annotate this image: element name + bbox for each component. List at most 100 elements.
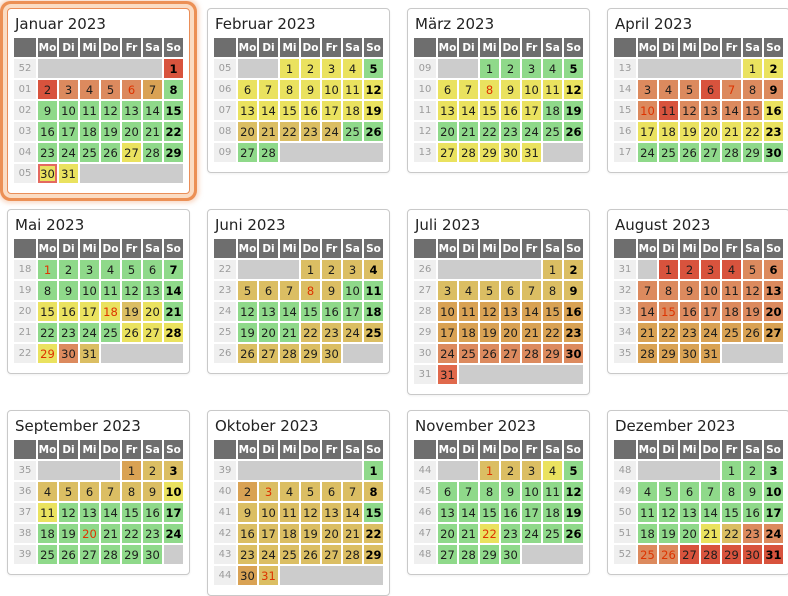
day-cell[interactable]: 21 (259, 122, 278, 141)
day-cell[interactable]: 5 (59, 482, 78, 501)
day-cell[interactable]: 3 (259, 482, 278, 501)
day-cell[interactable]: 17 (438, 323, 457, 342)
day-cell[interactable]: 19 (238, 323, 257, 342)
day-cell[interactable]: 28 (280, 344, 299, 363)
day-cell[interactable]: 17 (701, 302, 720, 321)
day-cell[interactable]: 28 (459, 545, 478, 564)
day-cell[interactable]: 16 (501, 503, 520, 522)
day-cell[interactable]: 12 (301, 503, 320, 522)
day-cell[interactable]: 16 (743, 503, 762, 522)
day-cell[interactable]: 11 (343, 80, 362, 99)
day-cell[interactable]: 28 (638, 344, 657, 363)
day-cell[interactable]: 18 (343, 101, 362, 120)
day-cell[interactable]: 19 (743, 302, 762, 321)
day-cell[interactable]: 3 (764, 461, 783, 480)
day-cell[interactable]: 10 (322, 80, 341, 99)
day-cell[interactable]: 22 (301, 323, 320, 342)
day-cell[interactable]: 26 (364, 122, 383, 141)
day-cell[interactable]: 17 (80, 302, 99, 321)
day-cell[interactable]: 3 (701, 260, 720, 279)
day-cell[interactable]: 23 (764, 122, 783, 141)
day-cell[interactable]: 4 (364, 260, 383, 279)
day-cell[interactable]: 27 (80, 545, 99, 564)
day-cell[interactable]: 24 (764, 524, 783, 543)
day-cell[interactable]: 12 (743, 281, 762, 300)
day-cell[interactable]: 29 (543, 344, 562, 363)
day-cell[interactable]: 25 (543, 524, 562, 543)
day-cell[interactable]: 1 (38, 260, 57, 279)
day-cell[interactable]: 3 (59, 80, 78, 99)
day-cell[interactable]: 23 (501, 122, 520, 141)
day-cell[interactable]: 6 (438, 482, 457, 501)
day-cell[interactable]: 5 (480, 281, 499, 300)
day-cell[interactable]: 28 (701, 545, 720, 564)
day-cell[interactable]: 19 (364, 101, 383, 120)
day-cell[interactable]: 29 (301, 344, 320, 363)
day-cell[interactable]: 23 (38, 143, 57, 162)
day-cell[interactable]: 14 (259, 101, 278, 120)
day-cell[interactable]: 3 (522, 59, 541, 78)
day-cell[interactable]: 6 (238, 80, 257, 99)
day-cell[interactable]: 8 (164, 80, 183, 99)
day-cell[interactable]: 7 (101, 482, 120, 501)
day-cell[interactable]: 10 (522, 80, 541, 99)
day-cell[interactable]: 30 (680, 344, 699, 363)
day-cell[interactable]: 12 (680, 101, 699, 120)
day-cell[interactable]: 24 (343, 323, 362, 342)
day-cell[interactable]: 8 (743, 80, 762, 99)
day-cell[interactable]: 27 (122, 143, 141, 162)
day-cell[interactable]: 19 (301, 524, 320, 543)
day-cell[interactable]: 29 (480, 143, 499, 162)
day-cell[interactable]: 21 (164, 302, 183, 321)
day-cell[interactable]: 2 (143, 461, 162, 480)
day-cell[interactable]: 19 (59, 524, 78, 543)
day-cell[interactable]: 26 (122, 323, 141, 342)
day-cell[interactable]: 28 (101, 545, 120, 564)
day-cell[interactable]: 31 (259, 566, 278, 585)
day-cell[interactable]: 20 (680, 524, 699, 543)
day-cell[interactable]: 15 (480, 101, 499, 120)
day-cell[interactable]: 13 (701, 101, 720, 120)
day-cell[interactable]: 3 (164, 461, 183, 480)
day-cell[interactable]: 23 (564, 323, 583, 342)
day-cell[interactable]: 15 (480, 503, 499, 522)
day-cell[interactable]: 21 (522, 323, 541, 342)
day-cell[interactable]: 16 (38, 122, 57, 141)
day-cell[interactable]: 21 (343, 524, 362, 543)
day-cell[interactable]: 2 (322, 260, 341, 279)
day-cell[interactable]: 13 (238, 101, 257, 120)
day-cell[interactable]: 31 (701, 344, 720, 363)
day-cell[interactable]: 30 (238, 566, 257, 585)
day-cell[interactable]: 9 (38, 101, 57, 120)
day-cell[interactable]: 8 (480, 482, 499, 501)
day-cell[interactable]: 11 (280, 503, 299, 522)
day-cell[interactable]: 22 (164, 122, 183, 141)
day-cell[interactable]: 29 (38, 344, 57, 363)
day-cell[interactable]: 9 (59, 281, 78, 300)
day-cell[interactable]: 10 (438, 302, 457, 321)
day-cell[interactable]: 30 (143, 545, 162, 564)
day-cell[interactable]: 1 (659, 260, 678, 279)
day-cell[interactable]: 7 (164, 260, 183, 279)
day-cell[interactable]: 16 (143, 503, 162, 522)
day-cell[interactable]: 8 (280, 80, 299, 99)
day-cell[interactable]: 21 (701, 524, 720, 543)
day-cell[interactable]: 4 (38, 482, 57, 501)
day-cell[interactable]: 27 (701, 143, 720, 162)
day-cell[interactable]: 28 (522, 344, 541, 363)
day-cell[interactable]: 19 (122, 302, 141, 321)
day-cell[interactable]: 1 (280, 59, 299, 78)
day-cell[interactable]: 24 (59, 143, 78, 162)
day-cell[interactable]: 10 (701, 281, 720, 300)
day-cell[interactable]: 24 (259, 545, 278, 564)
day-cell[interactable]: 9 (301, 80, 320, 99)
day-cell[interactable]: 13 (438, 503, 457, 522)
day-cell[interactable]: 18 (722, 302, 741, 321)
day-cell[interactable]: 20 (501, 323, 520, 342)
day-cell[interactable]: 5 (364, 59, 383, 78)
day-cell[interactable]: 8 (301, 281, 320, 300)
day-cell[interactable]: 28 (722, 143, 741, 162)
day-cell[interactable]: 24 (701, 323, 720, 342)
day-cell[interactable]: 28 (459, 143, 478, 162)
day-cell[interactable]: 6 (122, 80, 141, 99)
